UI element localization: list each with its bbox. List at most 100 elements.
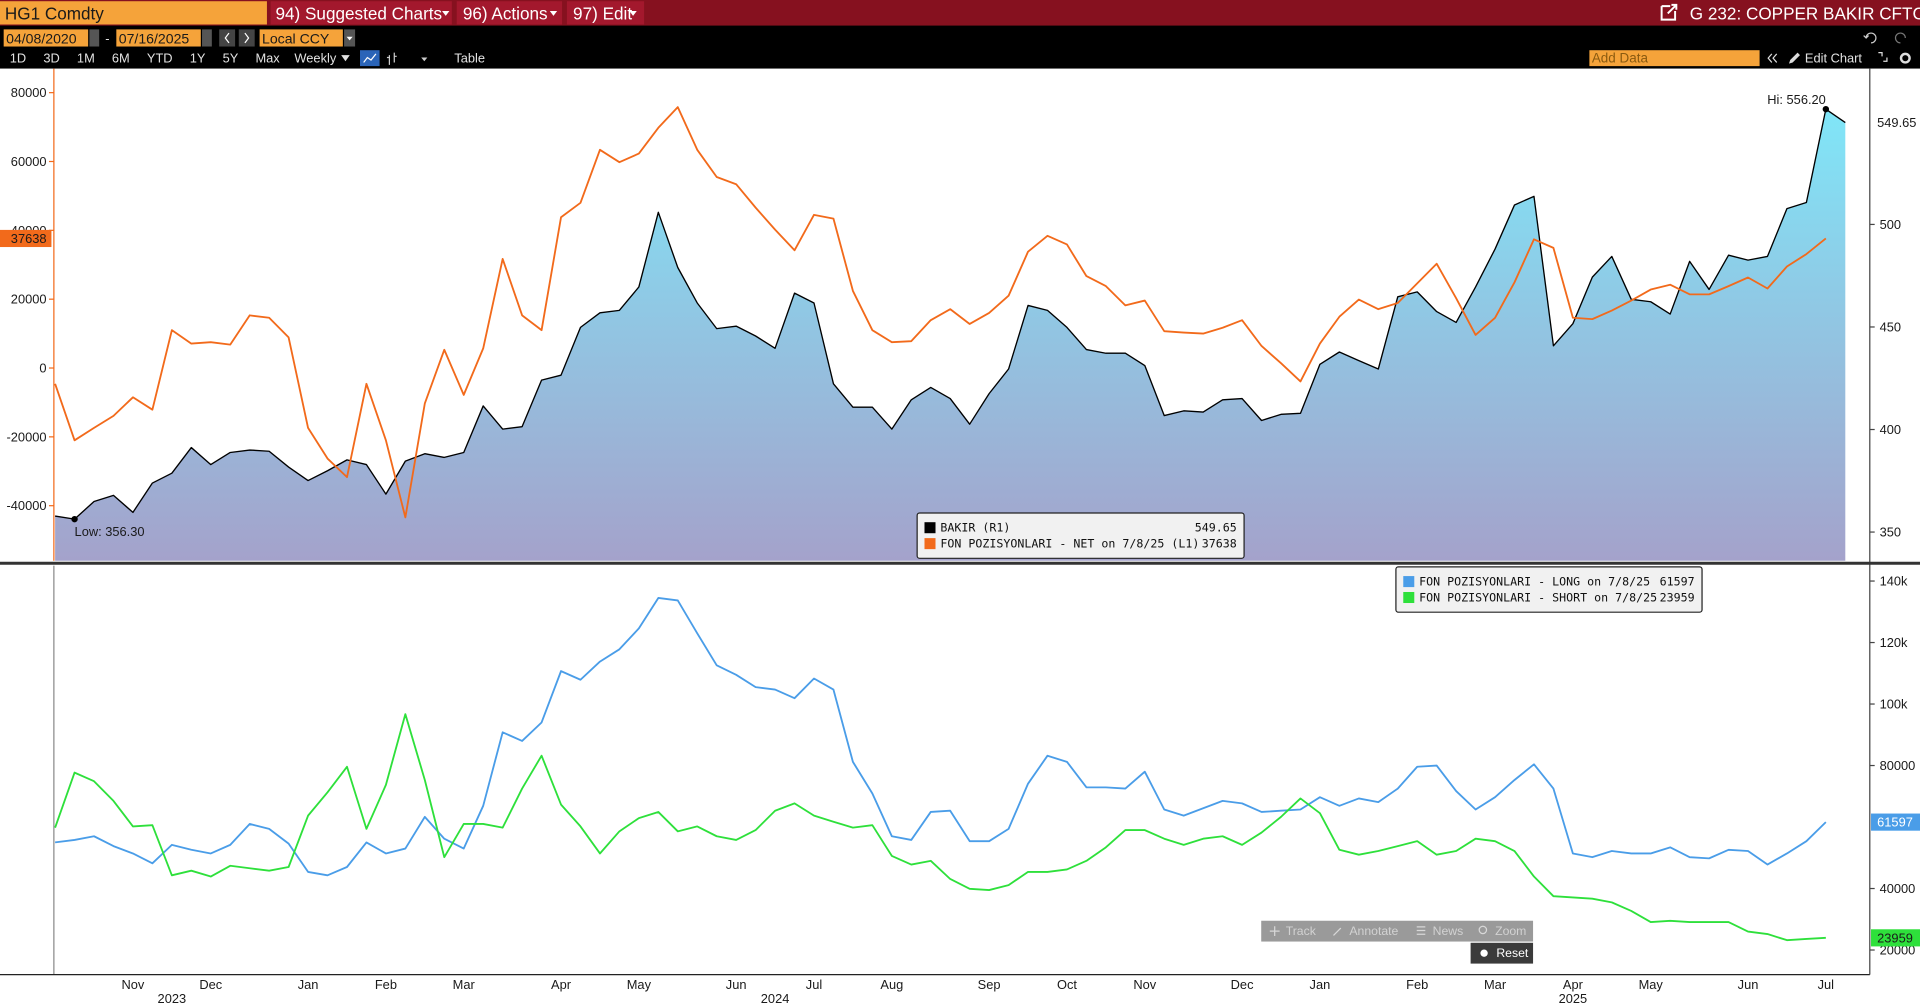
news-button[interactable]: News (1433, 924, 1464, 938)
menu-label[interactable]: 96) Actions (463, 3, 548, 23)
period-button[interactable]: 5Y (223, 51, 239, 66)
currency-field[interactable] (259, 29, 343, 47)
security-field[interactable] (0, 1, 267, 25)
security[interactable]: HG1 Comdty (5, 3, 104, 23)
x-tick-label: Apr (551, 977, 572, 992)
legend-value: 61597 (1660, 575, 1695, 589)
end-date[interactable]: 07/16/2025 (119, 31, 190, 47)
menu-label[interactable]: 97) Edit (573, 3, 632, 23)
legend-box (916, 512, 1245, 559)
x-year-label: 2025 (1559, 991, 1588, 1004)
start-date-field[interactable] (3, 29, 89, 47)
x-tick-label: Feb (1406, 977, 1428, 992)
y-tick-label: 500 (1880, 217, 1901, 232)
currency[interactable]: Local CCY (262, 31, 330, 47)
low-marker (71, 515, 78, 523)
settings-icon[interactable] (1899, 52, 1911, 64)
x-tick-label: May (627, 977, 652, 992)
last-value-label: 23959 (1877, 930, 1913, 945)
menu-button[interactable] (456, 1, 563, 25)
period-bar (0, 48, 1920, 69)
y-tick-label: 60000 (11, 154, 47, 169)
y-tick-label: 20000 (11, 292, 47, 307)
menu-label[interactable]: 94) Suggested Charts (276, 3, 443, 23)
x-tick-label: Mar (1484, 977, 1507, 992)
x-tick-label: Aug (880, 977, 903, 992)
y-tick-label: 350 (1880, 525, 1901, 540)
dropdown-icon (341, 55, 350, 62)
period-button[interactable]: YTD (147, 51, 173, 66)
x-year-label: 2023 (158, 991, 187, 1004)
period-button[interactable]: 1Y (190, 51, 206, 66)
legend-value: 549.65 (1195, 521, 1237, 535)
period-button[interactable]: Max (255, 51, 280, 66)
series-line (54, 106, 1827, 519)
track-button[interactable]: Track (1286, 924, 1317, 938)
y-tick-label: 80000 (11, 85, 47, 100)
last-value-label: 61597 (1877, 815, 1913, 830)
y-tick-label: 120k (1880, 635, 1908, 650)
y-tick-label: 400 (1880, 422, 1901, 437)
x-tick-label: Apr (1563, 977, 1584, 992)
edit-chart-button[interactable]: Edit Chart (1805, 51, 1863, 66)
zoom-icon (1478, 925, 1488, 935)
plots: 80000 60000 40000 20000 0 -20000 -40000 500 450 4… (0, 85, 1920, 1004)
frequency-button[interactable]: Weekly (294, 51, 336, 66)
tool-strip (1261, 920, 1534, 942)
period-button[interactable]: 3D (43, 51, 59, 66)
bar-chart-icon[interactable] (386, 52, 397, 65)
table-button[interactable]: Table (454, 51, 485, 66)
menu-button[interactable] (566, 1, 645, 25)
calendar-icon[interactable] (202, 29, 212, 47)
line-chart-icon[interactable] (360, 50, 380, 67)
reset-label[interactable]: Reset (1496, 946, 1529, 960)
redo-icon[interactable] (1894, 32, 1906, 44)
legend-swatch (1403, 576, 1415, 588)
calendar-icon[interactable] (89, 29, 100, 47)
dropdown-icon (629, 11, 637, 16)
window-title: G 232: COPPER BAKIR CFTC (1690, 3, 1920, 23)
date-separator: - (105, 31, 109, 46)
add-data-placeholder[interactable]: Add Data (1592, 51, 1649, 66)
dropdown-icon (442, 11, 450, 16)
x-tick-label: Jun (726, 977, 747, 992)
legend-label: FON POZISYONLARI - NET on 7/8/25 (L1) (940, 537, 1199, 551)
x-tick-label: Dec (199, 977, 222, 992)
zoom-button[interactable]: Zoom (1495, 924, 1526, 938)
legend-label: BAKIR (R1) (940, 521, 1010, 535)
collapse-icon[interactable] (1767, 53, 1778, 63)
series-line (54, 108, 1846, 520)
next-button[interactable] (238, 29, 255, 47)
undo-icon[interactable] (1863, 32, 1877, 44)
legend-value: 23959 (1660, 591, 1695, 605)
hi-marker (1822, 105, 1830, 113)
x-year-label: 2024 (761, 991, 790, 1004)
start-date[interactable]: 04/08/2020 (6, 31, 77, 47)
resize-icon[interactable] (1878, 52, 1888, 62)
pencil-icon (1788, 52, 1800, 64)
reset-button[interactable] (1470, 942, 1534, 964)
period-button[interactable]: 1D (10, 51, 26, 66)
reset-icon (1480, 949, 1488, 957)
dropdown-icon (421, 57, 428, 62)
legend-box (1395, 566, 1703, 613)
next-icon (244, 32, 250, 44)
y-tick-label: -40000 (7, 498, 47, 513)
launch-icon[interactable] (1660, 3, 1678, 21)
annotate-button[interactable]: Annotate (1349, 924, 1398, 938)
legend-value: 37638 (1202, 537, 1237, 551)
end-date-field[interactable] (116, 29, 201, 47)
menu-button[interactable] (270, 1, 452, 25)
add-data-field[interactable] (1589, 50, 1760, 67)
y-tick-label: 140k (1880, 574, 1908, 589)
last-value-label: 549.65 (1877, 115, 1916, 130)
legend-swatch (1403, 591, 1415, 604)
legend-label: FON POZISYONLARI - LONG on 7/8/25 (1419, 575, 1650, 589)
prev-icon (224, 32, 230, 44)
x-tick-label: Jan (1310, 977, 1331, 992)
prev-button[interactable] (219, 29, 236, 47)
period-button[interactable]: 1M (77, 51, 95, 66)
period-button[interactable]: 6M (112, 51, 130, 66)
y-tick-label: 100k (1880, 697, 1908, 712)
